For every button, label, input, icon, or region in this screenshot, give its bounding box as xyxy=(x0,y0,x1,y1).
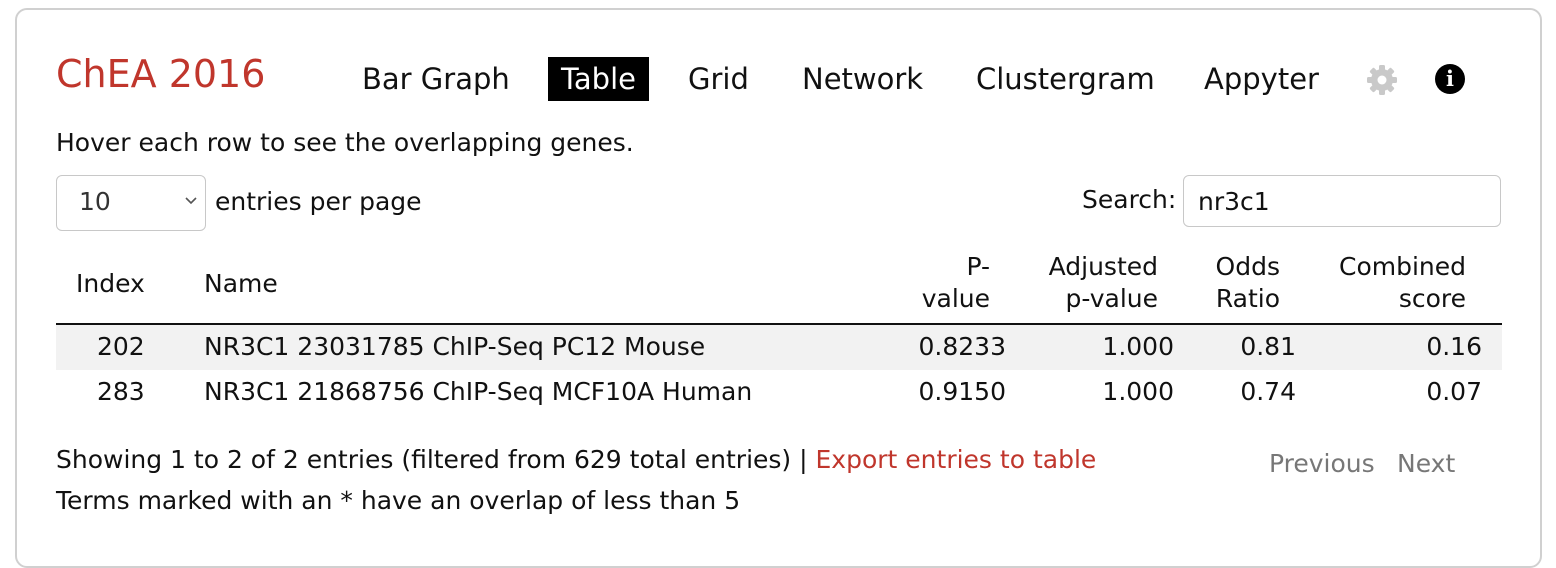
cell-adjusted-pvalue: 1.000 xyxy=(1102,377,1174,406)
next-page-button[interactable]: Next xyxy=(1397,449,1456,478)
tab-table[interactable]: Table xyxy=(548,57,649,101)
info-icon[interactable]: i xyxy=(1435,64,1465,94)
column-header-pvalue-line1: P- xyxy=(966,252,990,281)
cell-adjusted-pvalue: 1.000 xyxy=(1102,332,1174,361)
tab-appyter[interactable]: Appyter xyxy=(1204,62,1319,96)
tab-bar-graph[interactable]: Bar Graph xyxy=(362,62,510,96)
overlap-note: Terms marked with an * have an overlap o… xyxy=(56,486,741,515)
entries-per-page-value: 10 xyxy=(79,187,111,216)
table-header-divider xyxy=(56,323,1502,325)
cell-odds-ratio: 0.81 xyxy=(1240,332,1296,361)
entries-per-page-select[interactable]: 10 xyxy=(56,175,206,231)
column-header-pvalue-line2: value xyxy=(921,284,990,313)
library-title: ChEA 2016 xyxy=(56,52,266,96)
search-input[interactable] xyxy=(1183,175,1501,227)
column-header-adjusted-pvalue[interactable]: Adjusted p-value xyxy=(1049,251,1158,315)
cell-name: NR3C1 21868756 ChIP-Seq MCF10A Human xyxy=(204,377,753,406)
column-header-pvalue[interactable]: P- value xyxy=(922,251,990,315)
column-header-combined-line2: score xyxy=(1398,284,1466,313)
cell-odds-ratio: 0.74 xyxy=(1240,377,1296,406)
table-row[interactable]: 202 NR3C1 23031785 ChIP-Seq PC12 Mouse 0… xyxy=(56,325,1502,370)
cell-pvalue: 0.8233 xyxy=(918,332,1006,361)
hover-hint: Hover each row to see the overlapping ge… xyxy=(56,128,634,157)
search-label: Search: xyxy=(1082,185,1177,214)
gear-icon[interactable] xyxy=(1366,64,1398,96)
tab-grid[interactable]: Grid xyxy=(688,62,749,96)
cell-index: 202 xyxy=(97,332,145,361)
cell-index: 283 xyxy=(97,377,145,406)
column-header-combined-line1: Combined xyxy=(1338,252,1466,281)
column-header-odds-ratio[interactable]: Odds Ratio xyxy=(1216,251,1280,315)
column-header-odds-line2: Ratio xyxy=(1215,284,1280,313)
table-info: Showing 1 to 2 of 2 entries (filtered fr… xyxy=(56,443,1096,477)
tab-clustergram[interactable]: Clustergram xyxy=(976,62,1155,96)
column-header-combined-score[interactable]: Combined score xyxy=(1339,251,1466,315)
showing-entries-text: Showing 1 to 2 of 2 entries (filtered fr… xyxy=(56,445,808,474)
cell-combined-score: 0.07 xyxy=(1426,377,1482,406)
cell-name: NR3C1 23031785 ChIP-Seq PC12 Mouse xyxy=(204,332,706,361)
entries-per-page-label: entries per page xyxy=(215,187,422,216)
tab-network[interactable]: Network xyxy=(802,62,924,96)
chevron-down-icon xyxy=(185,197,197,205)
column-header-adjusted-line1: Adjusted xyxy=(1048,252,1158,281)
column-header-index[interactable]: Index xyxy=(76,269,145,298)
cell-combined-score: 0.16 xyxy=(1426,332,1482,361)
cell-pvalue: 0.9150 xyxy=(918,377,1006,406)
export-entries-link[interactable]: Export entries to table xyxy=(815,445,1097,474)
column-header-name[interactable]: Name xyxy=(204,269,278,298)
column-header-adjusted-line2: p-value xyxy=(1065,284,1158,313)
table-row[interactable]: 283 NR3C1 21868756 ChIP-Seq MCF10A Human… xyxy=(56,370,1502,415)
previous-page-button[interactable]: Previous xyxy=(1269,449,1375,478)
column-header-odds-line1: Odds xyxy=(1215,252,1280,281)
